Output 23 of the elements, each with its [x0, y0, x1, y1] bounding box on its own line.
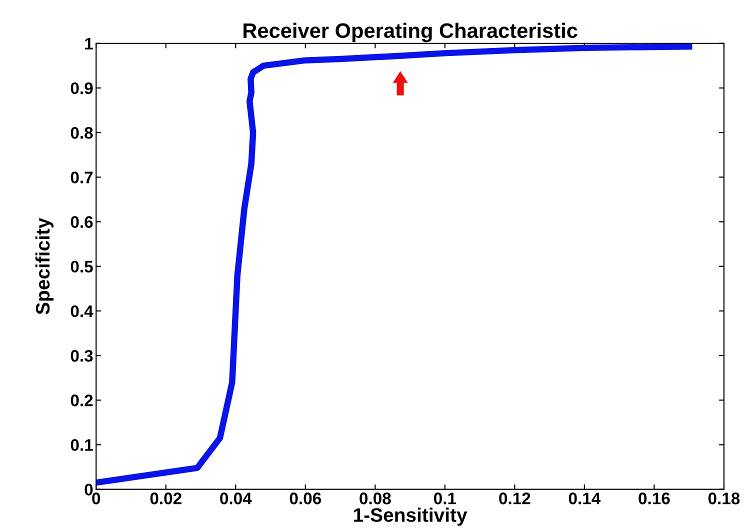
x-tick-label: 0.18 — [708, 492, 740, 504]
y-tick-label: 0.4 — [70, 305, 94, 318]
x-tick-label: 0.14 — [568, 492, 601, 504]
x-tick-label: 0.04 — [220, 492, 252, 504]
x-axis-title: 1-Sensitivity — [354, 508, 468, 526]
y-tick-label: 0.5 — [70, 260, 93, 273]
y-tick-label: 1 — [85, 38, 93, 50]
y-tick-label: 0.2 — [70, 394, 93, 406]
y-tick-label: 0.1 — [70, 439, 93, 451]
x-tick-label: 0.08 — [360, 492, 391, 504]
x-tick-label: 0.06 — [290, 492, 322, 504]
y-tick-label: 0.6 — [70, 216, 93, 228]
x-tick-label: 0.02 — [150, 492, 182, 504]
y-tick-label: 0.8 — [70, 126, 93, 139]
x-tick-label: 0.1 — [434, 492, 456, 504]
x-tick-label: 0.16 — [638, 492, 670, 504]
chart-title: Receiver Operating Characteristic — [244, 22, 578, 42]
y-tick-label: 0.7 — [70, 172, 93, 184]
y-tick-label: 0.9 — [70, 82, 93, 94]
x-tick-label: 0.12 — [499, 492, 530, 504]
y-tick-label: 0.3 — [70, 350, 93, 362]
y-tick-label: 0 — [84, 484, 93, 496]
y-axis-title: Specificity — [35, 218, 54, 314]
